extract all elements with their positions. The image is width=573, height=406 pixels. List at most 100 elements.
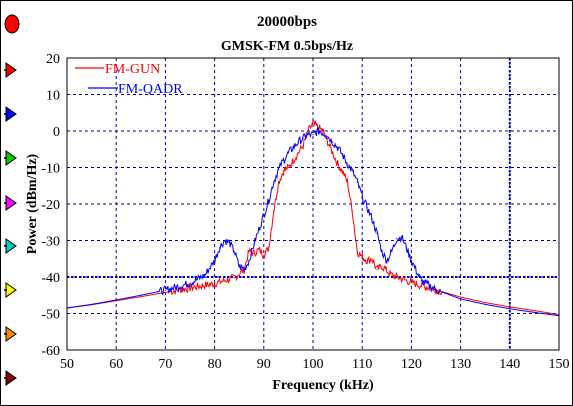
data-point [346, 181, 349, 183]
data-point [287, 166, 289, 169]
series-layer [66, 119, 560, 317]
data-point [341, 154, 344, 156]
plot-border [66, 57, 560, 351]
data-point [189, 282, 191, 284]
y-tick-label: -50 [41, 308, 60, 323]
data-point [253, 252, 255, 254]
data-point [317, 130, 319, 132]
data-point [351, 170, 353, 172]
marker-2-icon[interactable] [5, 62, 17, 78]
legend-label-fm-qadr: FM-QADR [118, 82, 183, 97]
data-point [277, 181, 280, 183]
data-point [376, 232, 378, 234]
data-point [366, 207, 368, 209]
data-point [327, 141, 329, 143]
data-point [420, 280, 422, 282]
data-point [302, 145, 304, 147]
legend: FM-GUN FM-QADR [75, 62, 183, 97]
data-point [327, 135, 329, 138]
data-point [292, 146, 294, 149]
marker-7-icon[interactable] [5, 282, 17, 298]
series-line-fm-gun [66, 119, 560, 316]
data-point [361, 256, 363, 258]
x-tick-label: 110 [352, 357, 372, 372]
marker-1-icon[interactable] [4, 14, 20, 34]
data-point [509, 308, 511, 310]
data-point [263, 214, 265, 216]
data-point [533, 311, 536, 314]
data-point [307, 134, 309, 136]
data-point [381, 265, 383, 267]
data-point [214, 259, 216, 262]
data-point [322, 130, 324, 132]
data-point [400, 236, 403, 238]
marker-6-icon[interactable] [5, 238, 17, 254]
data-point [91, 303, 93, 305]
data-point [189, 287, 191, 289]
data-point [248, 250, 250, 253]
data-point [391, 274, 393, 276]
data-point [356, 181, 358, 183]
chart-title: 20000bps [257, 14, 317, 30]
data-point [258, 249, 260, 251]
data-point [337, 146, 339, 149]
data-point [533, 309, 536, 312]
data-point [273, 181, 275, 183]
x-axis-ticks: 50 60 70 80 90 100 110 120 130 140 150 [60, 357, 570, 372]
y-tick-label: -10 [41, 162, 60, 177]
y-tick-label: -60 [41, 344, 60, 359]
x-tick-label: 100 [303, 357, 324, 372]
data-point [460, 296, 462, 298]
x-tick-label: 80 [208, 357, 222, 372]
marker-4-icon[interactable] [5, 150, 17, 166]
data-point [332, 152, 334, 154]
reference-lines [67, 58, 559, 350]
data-point [297, 141, 299, 143]
y-tick-label: -40 [41, 271, 60, 286]
x-tick-label: 70 [158, 357, 172, 372]
x-tick-label: 150 [549, 357, 570, 372]
chart-subtitle: GMSK-FM 0.5bps/Hz [221, 39, 353, 54]
x-tick-label: 120 [401, 357, 422, 372]
y-tick-label: 10 [46, 89, 60, 104]
y-tick-label: 0 [53, 125, 60, 140]
data-point [258, 228, 260, 231]
data-point [273, 210, 275, 212]
x-tick-label: 130 [450, 357, 471, 372]
marker-8-icon[interactable] [5, 326, 17, 342]
data-point [263, 254, 265, 256]
data-point [233, 277, 235, 279]
data-point [140, 294, 142, 296]
marker-column [4, 14, 20, 386]
data-point [351, 210, 353, 212]
data-point [361, 196, 363, 198]
data-point [164, 291, 166, 293]
data-point [287, 152, 289, 154]
data-point [243, 269, 245, 271]
data-point [268, 247, 270, 249]
data-point [435, 289, 437, 291]
data-point [405, 247, 408, 249]
data-point [400, 278, 403, 280]
y-tick-label: -20 [41, 198, 60, 213]
marker-9-icon[interactable] [5, 370, 17, 386]
data-point [223, 239, 226, 242]
data-point [233, 250, 235, 253]
data-point [484, 303, 486, 305]
data-point [248, 259, 250, 262]
data-point [282, 159, 285, 161]
data-point [115, 299, 117, 301]
data-point [371, 258, 373, 260]
data-point [376, 269, 378, 271]
data-point [332, 141, 334, 143]
y-tick-label: -30 [41, 235, 60, 250]
y-axis-ticks: 20 10 0 -10 -20 -30 -40 -50 -60 [41, 52, 60, 359]
marker-3-icon[interactable] [5, 106, 17, 122]
data-point [228, 241, 230, 243]
data-point [410, 259, 412, 262]
marker-5-icon[interactable] [5, 195, 17, 211]
data-point [297, 152, 299, 154]
data-point [282, 170, 285, 172]
legend-label-fm-gun: FM-GUN [105, 62, 160, 77]
